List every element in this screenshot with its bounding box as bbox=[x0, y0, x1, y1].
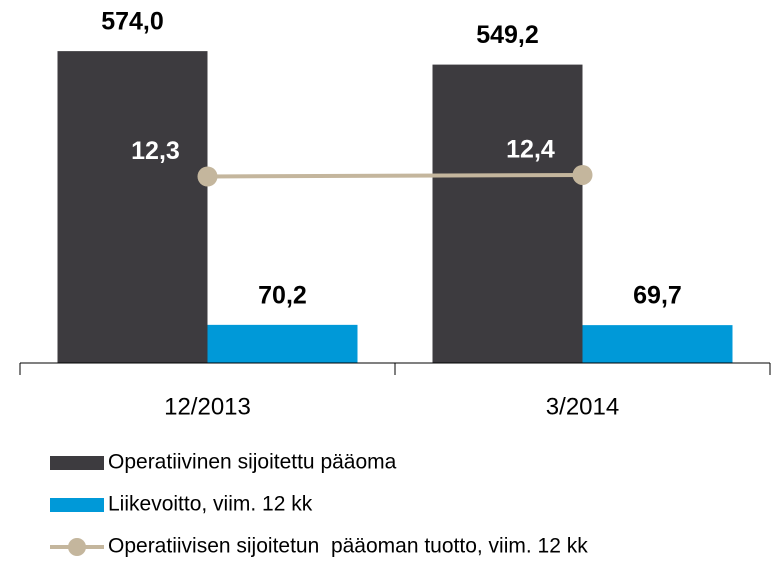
line-value-label: 12,3 bbox=[131, 137, 180, 165]
line bbox=[207, 172, 583, 179]
line-point bbox=[197, 166, 218, 187]
legend-swatch bbox=[50, 498, 104, 512]
legend-marker bbox=[68, 538, 86, 556]
bar-value-label: 70,2 bbox=[258, 281, 307, 309]
legend-label: Operatiivinen sijoitettu pääoma bbox=[108, 451, 397, 474]
bar-value-label: 69,7 bbox=[633, 282, 682, 310]
bar bbox=[432, 64, 583, 364]
x-tick-label: 12/2013 bbox=[164, 393, 251, 420]
bar-value-label: 574,0 bbox=[101, 8, 164, 36]
bar bbox=[207, 324, 358, 363]
bar bbox=[582, 325, 733, 363]
bar-value-label: 549,2 bbox=[476, 21, 539, 49]
line-value-label: 12,4 bbox=[506, 136, 555, 164]
legend-label: Liikevoitto, viim. 12 kk bbox=[108, 493, 313, 516]
bar bbox=[57, 51, 208, 363]
legend-label: Operatiivisen sijoitetun pääoman tuotto,… bbox=[108, 535, 588, 558]
x-tick-label: 3/2014 bbox=[546, 393, 619, 420]
legend-swatch bbox=[50, 456, 104, 470]
line-point bbox=[572, 164, 593, 185]
